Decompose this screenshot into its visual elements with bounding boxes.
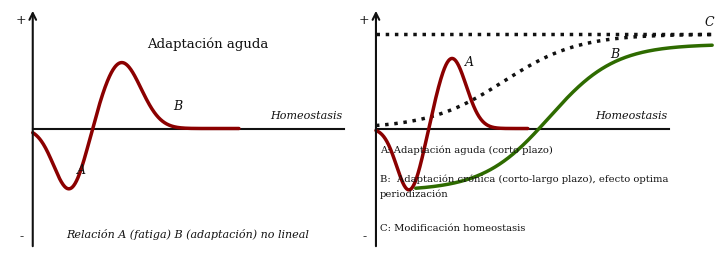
Text: A: A	[466, 56, 474, 69]
Text: C: C	[704, 16, 714, 29]
Text: C: Modificación homeostasis: C: Modificación homeostasis	[380, 224, 525, 233]
Text: B: B	[610, 48, 619, 61]
Text: +: +	[359, 14, 369, 26]
Text: Homeostasis: Homeostasis	[270, 111, 342, 121]
Text: A: Adaptación aguda (corto plazo): A: Adaptación aguda (corto plazo)	[380, 145, 552, 155]
Text: -: -	[362, 231, 367, 243]
Text: Adaptación aguda: Adaptación aguda	[147, 38, 268, 51]
Text: Relación A (fatiga) B (adaptación) no lineal: Relación A (fatiga) B (adaptación) no li…	[66, 230, 309, 240]
Text: B: B	[173, 100, 182, 113]
Text: A: A	[77, 164, 85, 177]
Text: Homeostasis: Homeostasis	[595, 111, 667, 121]
Text: -: -	[19, 231, 23, 243]
Text: +: +	[16, 14, 27, 26]
Text: B:  Adaptación crónica (corto-largo plazo), efecto optima
periodización: B: Adaptación crónica (corto-largo plazo…	[380, 174, 668, 199]
